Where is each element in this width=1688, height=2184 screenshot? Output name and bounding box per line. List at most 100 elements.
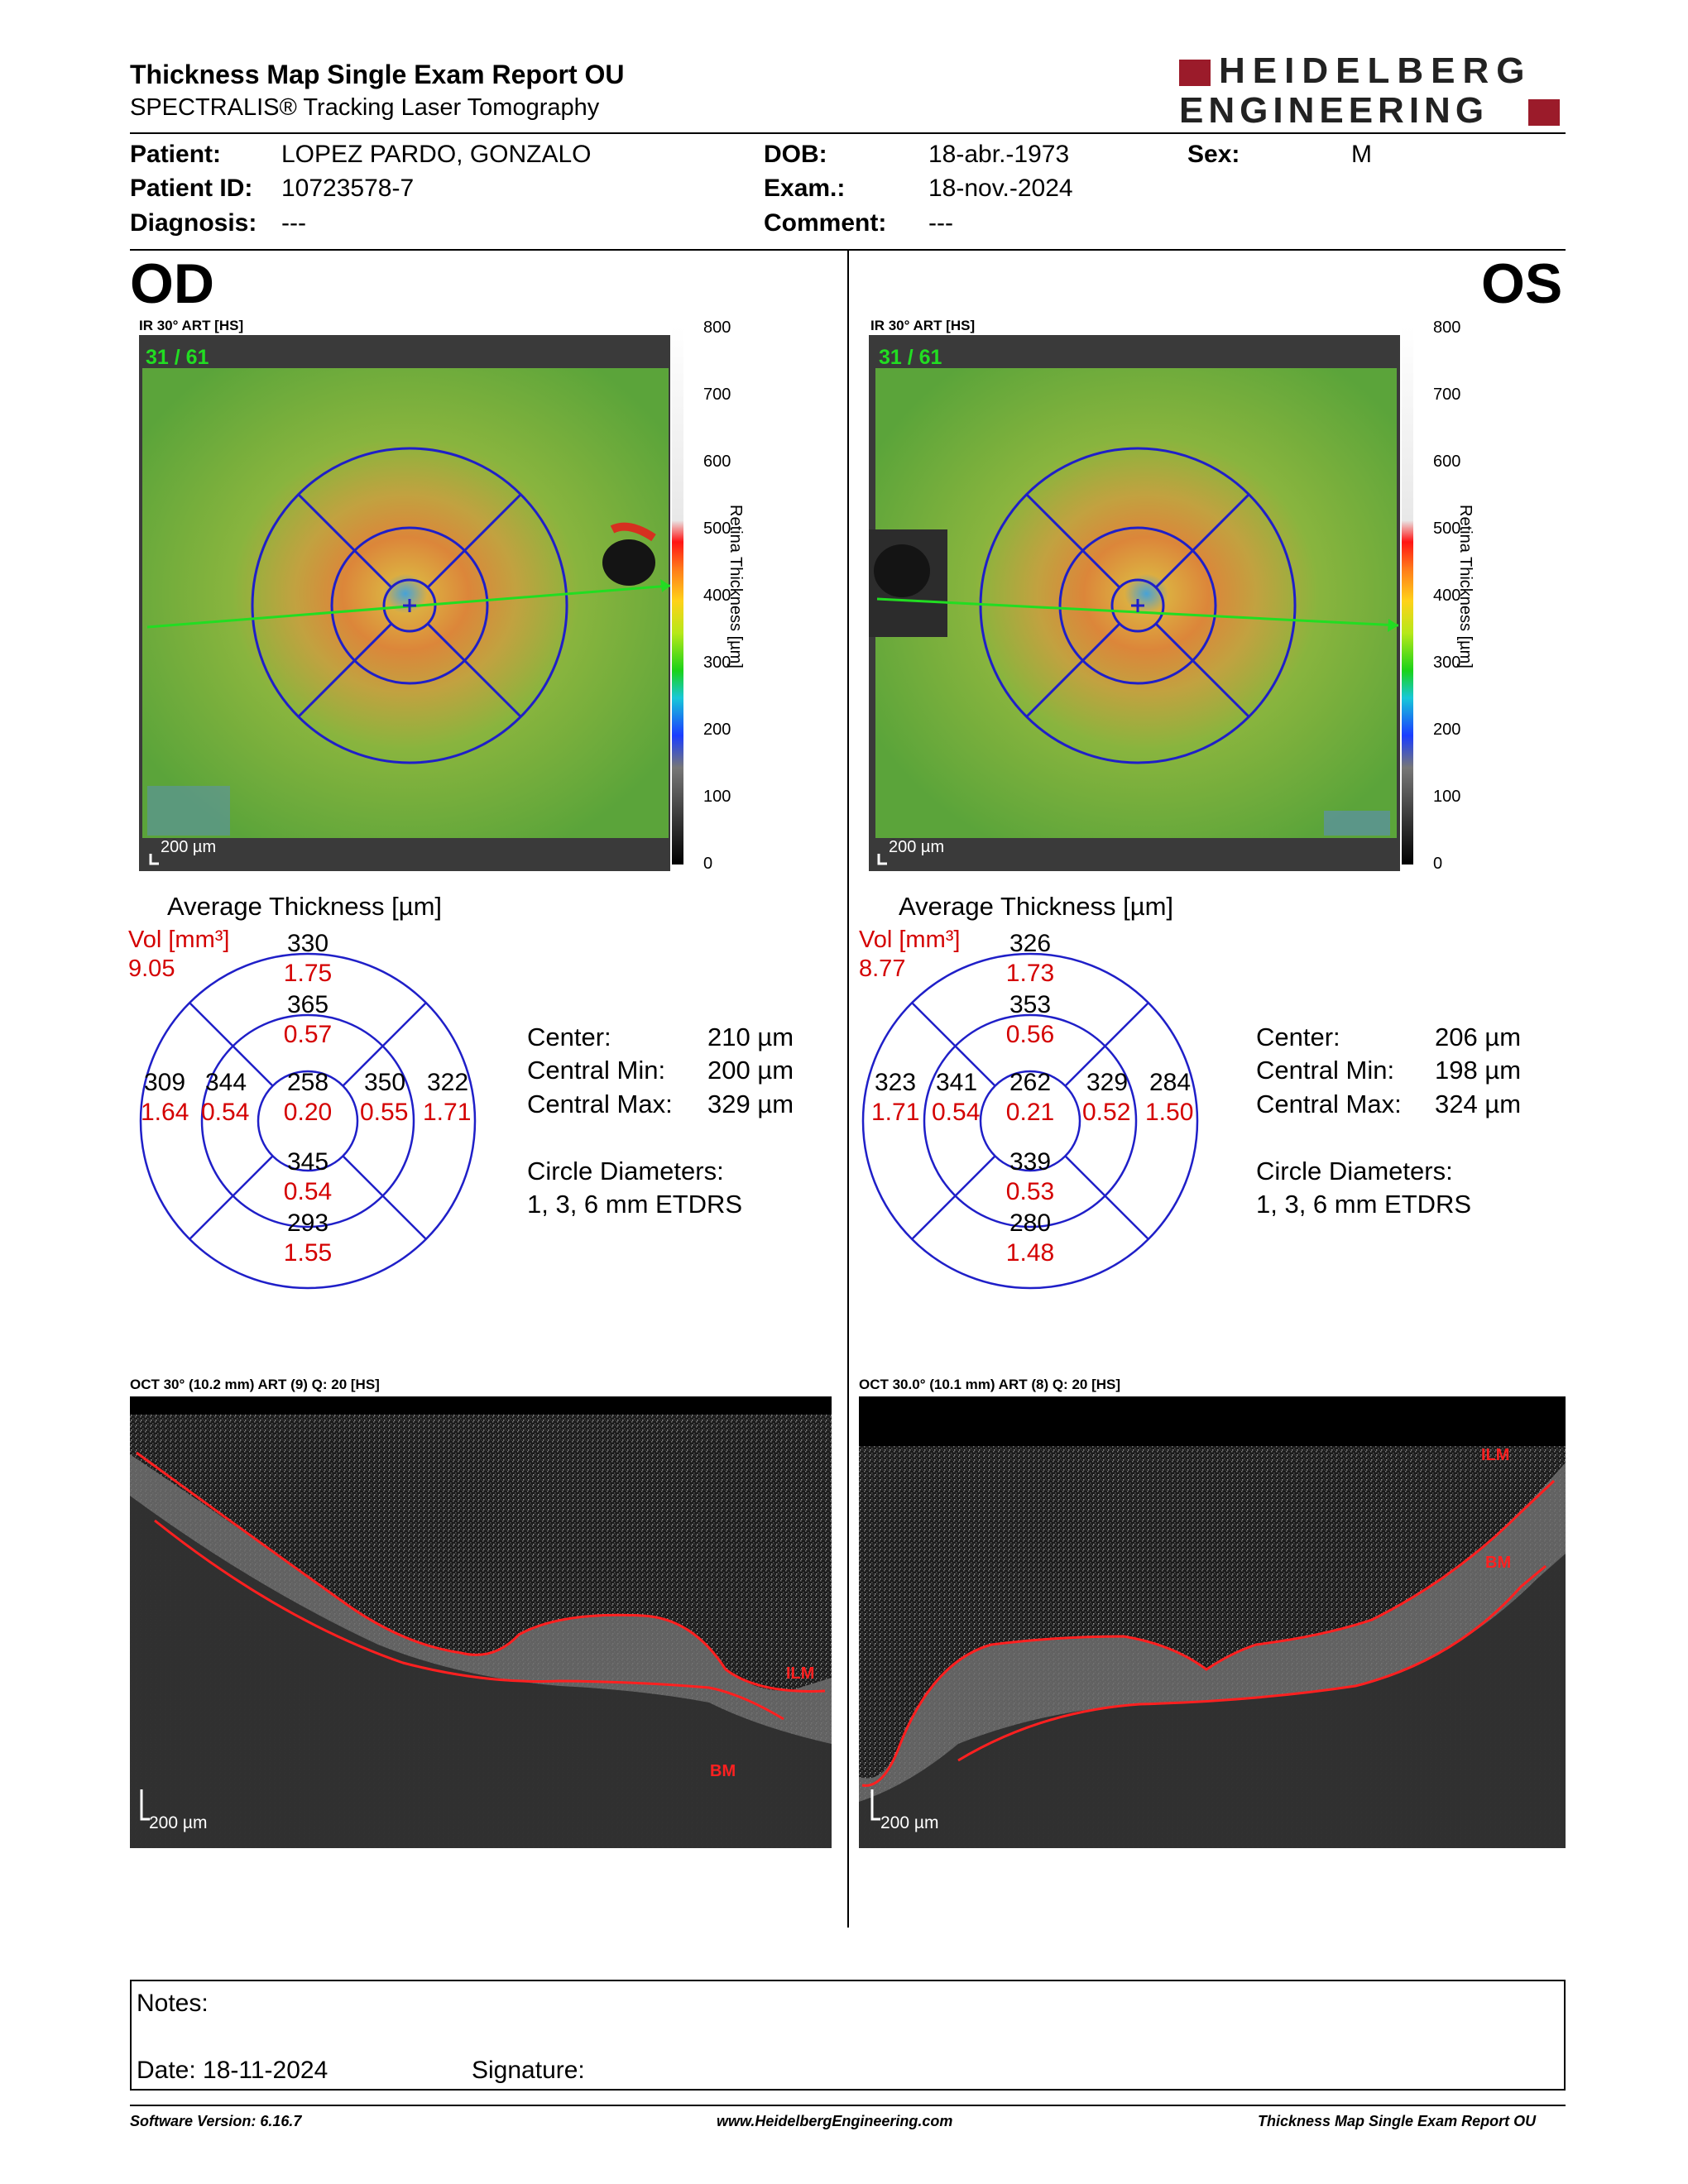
od-oct-scale: 200 µm — [149, 1813, 208, 1832]
od-inner-right-vol: 0.55 — [360, 1099, 409, 1126]
os-etdrs-grid — [861, 952, 1199, 1290]
os-inner-sup: 353 — [1009, 991, 1052, 1018]
od-tick: 100 — [703, 788, 731, 806]
od-tick: 600 — [703, 453, 731, 471]
od-avg-title: Average Thickness [µm] — [167, 892, 443, 921]
os-tick: 500 — [1433, 520, 1461, 538]
os-tick: 300 — [1433, 654, 1461, 672]
patient-id: 10723578-7 — [281, 175, 415, 202]
os-outer-left: 323 — [875, 1069, 917, 1096]
os-inner-right-vol: 0.52 — [1082, 1099, 1131, 1126]
os-tick: 100 — [1433, 788, 1461, 806]
od-tick: 800 — [703, 318, 731, 337]
od-central-min-label: Central Min: — [527, 1056, 666, 1085]
od-tick: 300 — [703, 654, 731, 672]
dob-value: 18-abr.-1973 — [928, 141, 1070, 168]
od-map-header: IR 30° ART [HS] — [139, 318, 244, 333]
od-outer-right-vol: 1.71 — [423, 1099, 472, 1126]
od-outer-left-vol: 1.64 — [141, 1099, 189, 1126]
od-center-label: Center: — [527, 1023, 611, 1051]
od-inner-sup-vol: 0.57 — [283, 1021, 333, 1048]
os-center-value: 206 µm — [1435, 1023, 1522, 1051]
od-center-value: 210 µm — [707, 1023, 794, 1051]
od-oct-header: OCT 30° (10.2 mm) ART (9) Q: 20 [HS] — [130, 1377, 380, 1392]
os-central-max-label: Central Max: — [1256, 1090, 1402, 1118]
os-outer-inf-vol: 1.48 — [1005, 1239, 1055, 1267]
website-link[interactable]: www.HeidelbergEngineering.com — [717, 2113, 953, 2129]
os-diam-value: 1, 3, 6 mm ETDRS — [1256, 1190, 1472, 1219]
os-scan-counter: 31 / 61 — [879, 346, 942, 369]
od-scale-label: 200 µm — [161, 838, 217, 856]
os-ilm-label: ILM — [1481, 1446, 1510, 1464]
od-tick: 0 — [703, 855, 713, 873]
signature-label: Signature: — [472, 2057, 585, 2084]
os-tick: 0 — [1433, 855, 1443, 873]
od-inner-left-vol: 0.54 — [201, 1099, 250, 1126]
os-inner-inf-vol: 0.53 — [1005, 1178, 1055, 1205]
od-title: OD — [130, 252, 214, 315]
os-colorbar-title: Retina Thickness [µm] — [1456, 505, 1475, 668]
od-outer-inf-vol: 1.55 — [283, 1239, 333, 1267]
comment-value: --- — [928, 209, 953, 237]
patient-label: Patient: — [130, 141, 222, 168]
os-center-label: Center: — [1256, 1023, 1340, 1051]
sex-label: Sex: — [1187, 141, 1240, 168]
od-outer-sup: 330 — [286, 930, 329, 957]
footer-report-name: Thickness Map Single Exam Report OU — [1258, 2113, 1537, 2129]
os-inner-right: 329 — [1086, 1069, 1129, 1096]
etdrs-grids — [139, 952, 1199, 1290]
os-inner-inf: 339 — [1009, 1148, 1052, 1176]
os-inner-left-vol: 0.54 — [932, 1099, 981, 1126]
od-inner-inf-vol: 0.54 — [283, 1178, 333, 1205]
os-outer-sup: 326 — [1009, 930, 1052, 957]
od-diam-value: 1, 3, 6 mm ETDRS — [527, 1190, 743, 1219]
od-thickness-map — [139, 335, 671, 871]
od-central-max-label: Central Max: — [527, 1090, 673, 1118]
software-version: Software Version: 6.16.7 — [130, 2113, 302, 2129]
od-tick: 400 — [703, 587, 731, 605]
footer-divider — [130, 2105, 1566, 2106]
os-avg-title: Average Thickness [µm] — [899, 892, 1174, 921]
os-map-header: IR 30° ART [HS] — [870, 318, 976, 333]
notes-box — [130, 1980, 1566, 2091]
od-tick: 500 — [703, 520, 731, 538]
od-inner-inf: 345 — [286, 1148, 329, 1176]
od-outer-inf: 293 — [286, 1209, 329, 1237]
od-central-min-value: 200 µm — [707, 1056, 794, 1085]
os-inner-left: 341 — [936, 1069, 978, 1096]
logo-line2: ENGINEERING — [1179, 90, 1489, 131]
os-outer-right-vol: 1.50 — [1145, 1099, 1194, 1126]
os-oct-scan — [859, 1396, 1566, 1848]
os-central-min-label: Central Min: — [1256, 1056, 1395, 1085]
od-outer-sup-vol: 1.75 — [283, 960, 333, 987]
od-outer-left: 309 — [144, 1069, 186, 1096]
center-divider — [847, 250, 849, 1928]
os-tick: 200 — [1433, 721, 1461, 739]
od-tick: 200 — [703, 721, 731, 739]
os-outer-inf: 280 — [1009, 1209, 1052, 1237]
od-colorbar — [672, 327, 683, 864]
os-outer-right: 284 — [1149, 1069, 1192, 1096]
os-diam-label: Circle Diameters: — [1256, 1157, 1453, 1185]
od-central-max-value: 329 µm — [707, 1090, 794, 1118]
logo-line1: HEIDELBERG — [1219, 50, 1532, 91]
od-scan-counter: 31 / 61 — [146, 346, 209, 369]
os-bm-label: BM — [1485, 1554, 1512, 1572]
od-center-vol: 0.20 — [283, 1099, 333, 1126]
od-oct-scan — [130, 1396, 832, 1848]
od-outer-right: 322 — [427, 1069, 469, 1096]
os-scale-label: 200 µm — [889, 838, 945, 856]
od-ilm-label: ILM — [786, 1664, 815, 1683]
notes-label: Notes: — [137, 1990, 209, 2017]
os-oct-scale: 200 µm — [880, 1813, 939, 1832]
os-center-vol: 0.21 — [1005, 1099, 1055, 1126]
os-title: OS — [1481, 252, 1563, 315]
report-title: Thickness Map Single Exam Report OU — [130, 60, 625, 89]
diagnosis-label: Diagnosis: — [130, 209, 257, 237]
exam-value: 18-nov.-2024 — [928, 175, 1073, 202]
date-label: Date: 18-11-2024 — [137, 2057, 328, 2084]
patient-id-label: Patient ID: — [130, 175, 253, 202]
heidelberg-logo: HEIDELBERG ENGINEERING — [1179, 50, 1560, 131]
diagnosis-value: --- — [281, 209, 306, 237]
header-divider — [130, 132, 1566, 134]
